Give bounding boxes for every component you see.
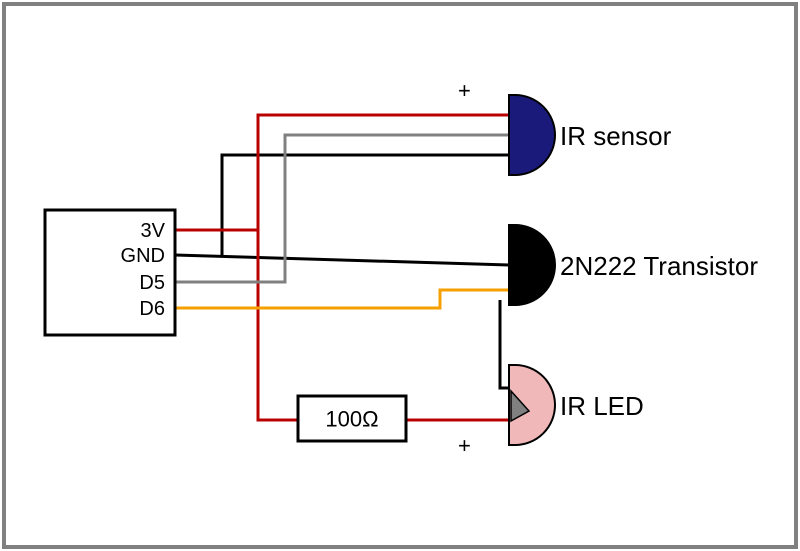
resistor-label: 100Ω — [325, 407, 378, 432]
ir-led-plus: + — [458, 433, 471, 458]
mcu-pin-3v-label: 3V — [141, 220, 166, 242]
mcu-pin-gnd-label: GND — [121, 245, 165, 267]
ir-sensor-label: IR sensor — [560, 121, 672, 151]
ir-led-label: IR LED — [560, 391, 644, 421]
mcu-pin-d5-label: D5 — [139, 272, 165, 294]
transistor-label: 2N222 Transistor — [560, 251, 758, 281]
mcu-pin-d6-label: D6 — [139, 298, 165, 320]
ir-sensor-plus: + — [458, 78, 471, 103]
